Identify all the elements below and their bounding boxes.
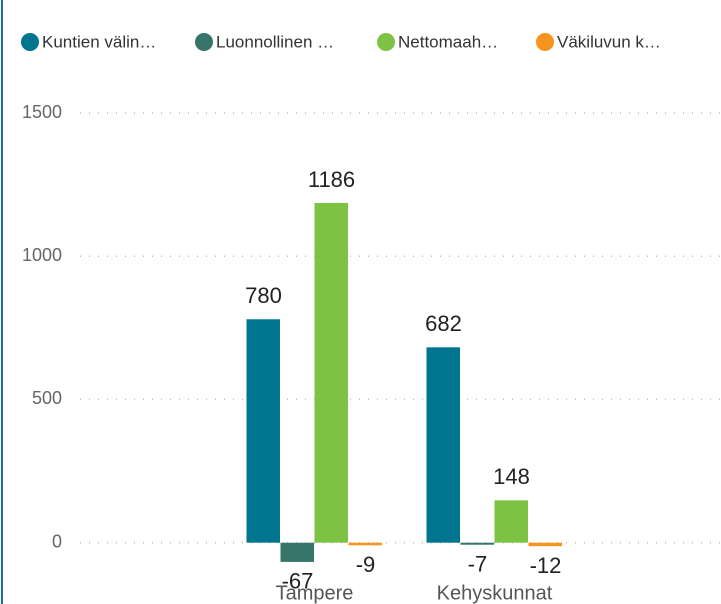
legend-marker — [536, 33, 554, 51]
y-tick-label: 1000 — [22, 245, 62, 265]
y-tick-label: 0 — [52, 531, 62, 551]
legend-marker — [21, 33, 39, 51]
bar — [280, 542, 314, 562]
legend-marker — [377, 33, 395, 51]
legend-label: Väkiluvun k… — [557, 32, 661, 51]
legend-label: Kuntien välin… — [42, 32, 156, 51]
bar — [246, 319, 280, 543]
legend-marker — [195, 33, 213, 51]
data-label: -67 — [282, 569, 314, 594]
bar — [426, 347, 460, 543]
bar — [528, 542, 562, 547]
x-tick-label: Kehyskunnat — [437, 582, 553, 604]
data-label: 780 — [245, 283, 282, 308]
bar — [348, 542, 382, 546]
data-label: 148 — [493, 464, 530, 489]
bar — [494, 500, 528, 543]
data-label: -7 — [468, 552, 488, 577]
data-label: 1186 — [308, 167, 355, 192]
x-tick-label: Tampere — [276, 582, 354, 604]
bar — [460, 542, 494, 545]
bar — [314, 202, 348, 543]
data-label: -9 — [356, 552, 376, 577]
data-label: 682 — [425, 311, 462, 336]
y-tick-label: 500 — [32, 388, 62, 408]
y-tick-label: 1500 — [22, 102, 62, 122]
legend-label: Nettomaah… — [398, 32, 498, 51]
data-label: -12 — [530, 553, 562, 578]
legend-label: Luonnollinen … — [216, 32, 334, 51]
